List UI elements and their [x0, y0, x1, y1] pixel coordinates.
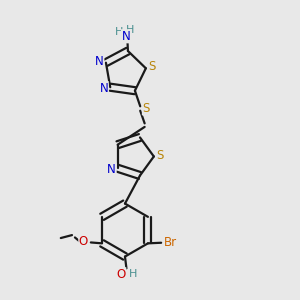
- Text: S: S: [142, 102, 150, 115]
- Text: O: O: [79, 235, 88, 248]
- Text: H: H: [126, 26, 134, 35]
- Text: S: S: [157, 149, 164, 162]
- Text: H: H: [115, 27, 123, 38]
- Text: O: O: [116, 268, 126, 281]
- Text: N: N: [99, 82, 108, 94]
- Text: N: N: [107, 163, 116, 176]
- Text: H: H: [129, 269, 137, 279]
- Text: Br: Br: [164, 236, 177, 249]
- Text: S: S: [148, 60, 156, 73]
- Text: N: N: [95, 55, 104, 68]
- Text: N: N: [122, 30, 130, 43]
